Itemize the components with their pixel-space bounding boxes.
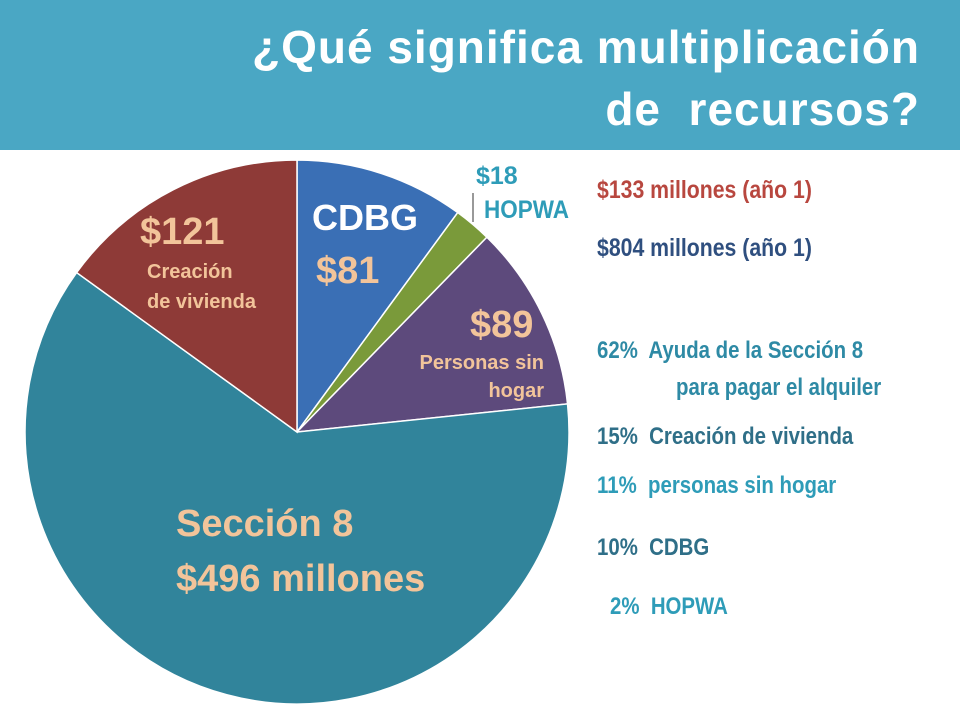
- total-local-text: $133 millones (año 1): [597, 176, 812, 204]
- page-title-line-1: ¿Qué significa multiplicación: [252, 21, 920, 73]
- pie-slice-cdbg: [296, 159, 459, 435]
- homeless-name-label-line-2: hogar: [488, 380, 544, 402]
- pie-slice-homeless: [295, 236, 569, 433]
- hopwa-name-label: HOPWA: [484, 196, 570, 224]
- title-banner: ¿Qué significa multiplicación de recurso…: [0, 0, 960, 150]
- total-federal-text: $804 millones (año 1): [597, 234, 812, 262]
- section8-name-label: Sección 8: [176, 503, 354, 545]
- pie-slice-section8: [24, 271, 570, 705]
- legend-item-hopwa: 2% HOPWA: [610, 593, 728, 620]
- cdbg-value-label: $81: [316, 250, 380, 292]
- hopwa-value-label: $18: [476, 162, 518, 190]
- page-title-line-2: de recursos?: [605, 83, 920, 135]
- pie-slice-housing: [75, 159, 298, 434]
- housing-name-label-line-2: de vivienda: [147, 291, 256, 313]
- legend-item-housing: 15% Creación de vivienda: [597, 423, 854, 450]
- homeless-name-label-line-1: Personas sin: [419, 352, 544, 374]
- cdbg-name-label: CDBG: [312, 197, 418, 238]
- housing-name-label-line-1: Creación: [147, 261, 233, 283]
- legend-item-cdbg: 10% CDBG: [597, 534, 710, 561]
- legend-item-section8-cont: para pagar el alquiler: [676, 374, 882, 401]
- legend-item-homeless: 11% personas sin hogar: [597, 472, 837, 499]
- homeless-value-label: $89: [470, 304, 534, 346]
- section8-value-label: $496 millones: [176, 558, 426, 600]
- housing-value-label: $121: [140, 211, 225, 253]
- legend-item-section8: 62% Ayuda de la Sección 8: [597, 337, 864, 364]
